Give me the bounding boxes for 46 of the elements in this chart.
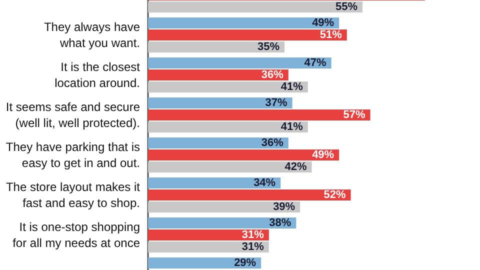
data-label: 37%: [265, 97, 288, 110]
y-tick-label: They always have what you want.: [44, 20, 140, 50]
bar: [148, 190, 351, 200]
bar: [148, 161, 312, 172]
data-label: 49%: [312, 149, 334, 161]
y-tick-label: The store layout makes it fast and easy to shop.: [6, 180, 141, 210]
data-label: 38%: [269, 217, 292, 230]
data-label: 35%: [257, 40, 280, 53]
data-label: 42%: [284, 160, 308, 173]
data-label: 36%: [261, 137, 284, 150]
bar: [148, 121, 308, 132]
y-tick-label: It seems safe and secure (well lit, well protected).: [6, 100, 140, 130]
bar: [148, 150, 340, 160]
data-label: 36%: [261, 69, 284, 81]
y-tick-label: It is one-stop shopping for all my needs at once: [12, 220, 140, 250]
data-label: 51%: [320, 29, 342, 41]
data-label: 31%: [242, 229, 264, 241]
bar: [148, 178, 281, 189]
bar: [148, 258, 262, 269]
data-label: 41%: [280, 80, 304, 93]
bar: [148, 201, 300, 212]
data-label: 34%: [254, 177, 276, 190]
bar: [148, 241, 269, 252]
bar: [148, 30, 347, 40]
bar: [148, 41, 284, 52]
data-label: 57%: [343, 109, 366, 121]
data-label: 29%: [234, 257, 256, 270]
data-label: 52%: [324, 189, 346, 201]
bar: [148, 81, 308, 92]
bar: [148, 138, 288, 149]
bar: [148, 110, 370, 120]
bar: [148, 70, 288, 80]
bar: [148, 230, 269, 240]
bar: [148, 18, 340, 29]
data-label: 49%: [312, 17, 334, 30]
data-label: 31%: [242, 240, 264, 253]
data-label: 41%: [280, 120, 304, 133]
data-label: 39%: [273, 200, 296, 213]
bar: [148, 218, 296, 229]
data-label: 55%: [335, 0, 358, 13]
y-tick-label: It is the closest location around.: [54, 60, 141, 90]
data-label: 47%: [304, 57, 327, 70]
y-tick-label: They have parking that is easy to get in and out.: [6, 140, 140, 170]
bar: [148, 98, 292, 109]
bar: [148, 58, 332, 69]
bar: [148, 1, 362, 12]
